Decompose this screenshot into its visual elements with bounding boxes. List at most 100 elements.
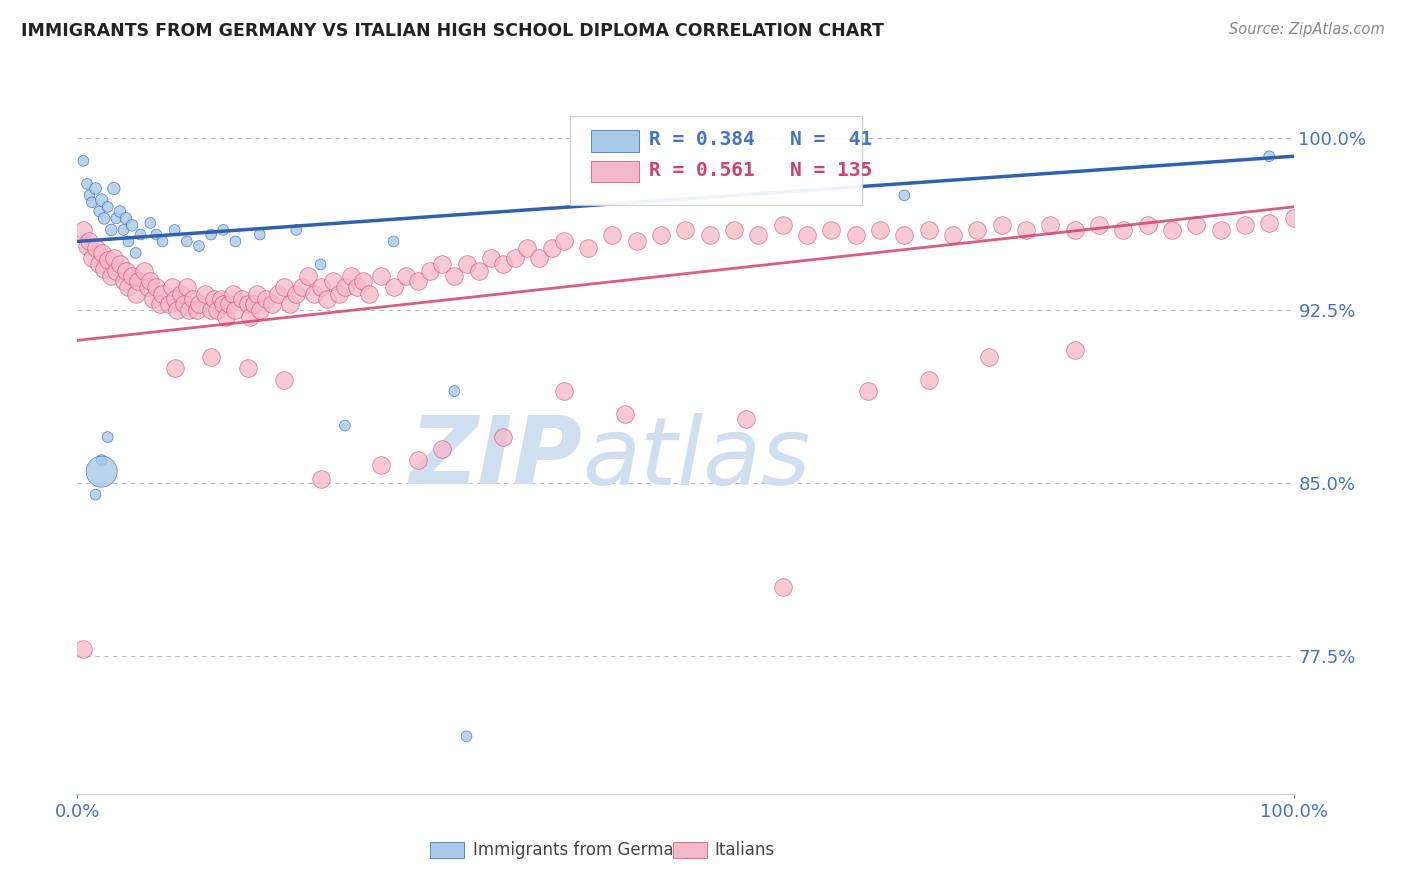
Point [136,280,159,294]
Point [79,188,101,202]
Point [419,264,441,278]
Point [820,223,842,237]
Point [80,251,103,265]
Point [1233,219,1256,233]
Point [97,200,120,214]
Point [249,303,271,318]
Point [273,280,295,294]
Point [129,227,152,242]
Point [209,292,232,306]
Point [212,296,235,310]
Point [108,257,131,271]
Point [212,223,235,237]
Text: atlas: atlas [582,413,810,504]
Point [103,181,125,195]
Point [772,219,794,233]
Point [76,177,98,191]
Point [90,246,112,260]
Point [942,227,965,242]
Point [650,227,672,242]
Point [297,268,319,283]
Point [121,268,143,283]
Point [249,227,271,242]
Text: Italians: Italians [714,841,775,859]
Point [309,257,332,271]
Text: R = 0.561   N = 135: R = 0.561 N = 135 [650,161,872,180]
Point [1136,219,1159,233]
Point [239,310,262,325]
Point [1112,223,1135,237]
Point [346,280,368,294]
Point [72,641,94,656]
Point [176,280,198,294]
Point [540,241,562,255]
Point [149,296,172,310]
Point [723,223,745,237]
Point [117,280,139,294]
Point [1258,216,1281,230]
Point [430,257,453,271]
Text: IMMIGRANTS FROM GERMANY VS ITALIAN HIGH SCHOOL DIPLOMA CORRELATION CHART: IMMIGRANTS FROM GERMANY VS ITALIAN HIGH … [21,22,884,40]
Point [181,292,204,306]
Point [93,211,115,226]
Point [291,280,314,294]
Point [479,251,502,265]
Point [869,223,891,237]
Point [97,252,120,267]
FancyBboxPatch shape [430,842,464,858]
Point [188,239,211,253]
Point [236,361,259,376]
Point [893,227,915,242]
Point [456,257,478,271]
Point [202,292,225,306]
Point [115,264,138,278]
Point [747,227,769,242]
Point [443,268,465,283]
Point [163,361,186,376]
Point [966,223,988,237]
Point [173,296,195,310]
Point [89,257,111,271]
Point [322,274,344,288]
Point [309,471,332,485]
Text: ZIP: ZIP [409,412,582,505]
Point [1185,219,1208,233]
Point [856,384,879,398]
Point [845,227,868,242]
Point [139,274,162,288]
Point [222,287,245,301]
Point [145,227,167,242]
Point [93,262,115,277]
Point [90,453,112,467]
Point [675,223,697,237]
Point [699,227,721,242]
Point [90,465,112,479]
Point [145,280,167,294]
Point [103,251,125,265]
Point [333,418,356,433]
Point [176,235,198,249]
Point [231,292,253,306]
Point [254,292,277,306]
Point [179,303,201,318]
Point [456,729,478,743]
Point [84,241,107,255]
Point [1209,223,1232,237]
Point [772,580,794,594]
Point [215,310,238,325]
Point [117,235,139,249]
Point [142,292,165,306]
Point [218,296,240,310]
Point [200,227,222,242]
Point [84,488,107,502]
Point [105,211,128,226]
Point [430,442,453,456]
Point [979,350,1001,364]
Point [236,296,259,310]
Point [152,287,174,301]
Point [163,292,186,306]
Point [304,287,326,301]
Point [285,223,308,237]
Point [553,235,575,249]
Point [443,384,465,398]
